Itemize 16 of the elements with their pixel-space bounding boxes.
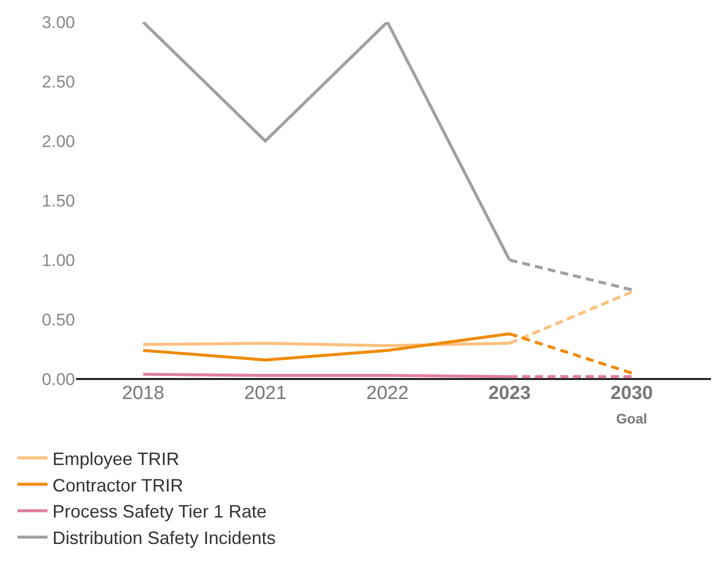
y-tick-label: 2.50: [42, 72, 75, 92]
legend-label: Process Safety Tier 1 Rate: [52, 502, 267, 522]
x-tick-label: 2021: [244, 383, 286, 404]
y-tick-label: 0.00: [42, 370, 75, 389]
legend-label: Employee TRIR: [52, 448, 180, 469]
y-tick-label: 3.00: [42, 12, 75, 32]
legend-label: Contractor TRIR: [52, 475, 184, 496]
x-tick-label: 2030 Goal: [610, 383, 653, 427]
x-tick-label: 2018: [122, 383, 164, 404]
x-tick-label: 2022: [366, 383, 409, 404]
y-tick-label: 1.00: [42, 250, 75, 270]
legend-label: Distribution Safety Incidents: [52, 528, 276, 548]
y-tick-label: 1.50: [42, 191, 75, 210]
x-tick-label: 2023: [488, 383, 531, 404]
y-tick-label: 2.00: [42, 132, 75, 151]
y-tick-label: 0.50: [42, 310, 75, 330]
